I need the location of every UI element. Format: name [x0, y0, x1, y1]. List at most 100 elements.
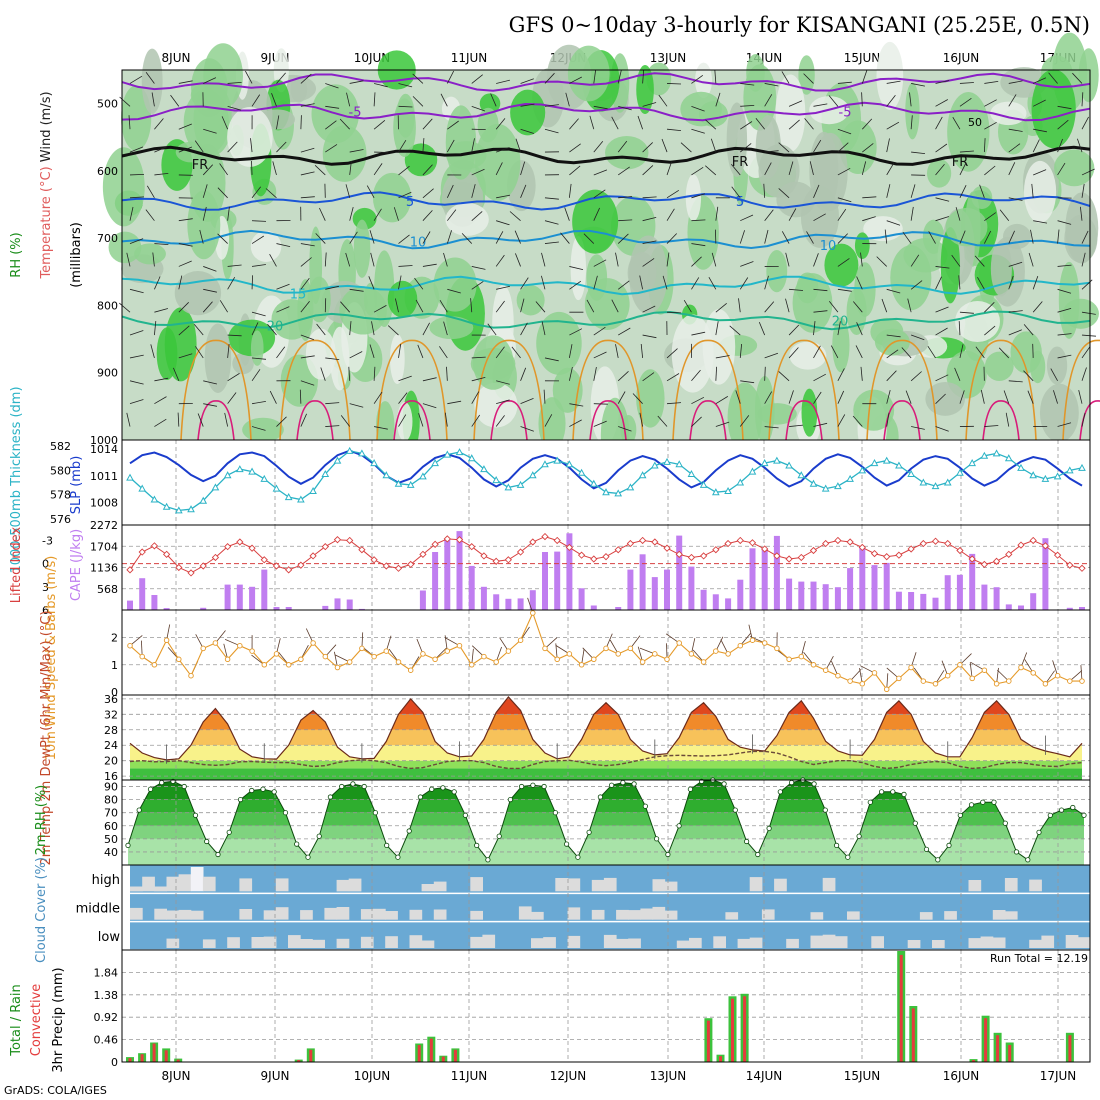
- rh-blob: [984, 351, 1014, 381]
- temp-tick: 32: [104, 708, 118, 721]
- wind-barb: [1057, 138, 1063, 153]
- rh-point: [676, 823, 682, 829]
- wind-barb: [154, 321, 157, 336]
- cape-bar: [261, 569, 268, 610]
- isotherm-30-loop: [785, 400, 823, 441]
- cloud-bar: [263, 936, 277, 948]
- isotherm-25-loop: [279, 339, 351, 441]
- wind-barb: [154, 308, 169, 313]
- wind-barb: [150, 344, 155, 359]
- lifted-index-point: [1029, 536, 1037, 545]
- wind-barb: [984, 230, 992, 244]
- thickness-point: [528, 471, 537, 479]
- wind-barb: [300, 73, 312, 84]
- wind-barb: [203, 77, 217, 84]
- wind-barb: [666, 189, 680, 199]
- rh-blob: [567, 45, 610, 102]
- rh-point: [575, 854, 581, 860]
- lifted-index-point: [1078, 564, 1086, 572]
- isotherm-label: 15: [290, 287, 307, 302]
- wind-barb: [1081, 230, 1089, 244]
- wind-speed-point: [1018, 664, 1024, 671]
- thickness-point: [577, 468, 586, 476]
- wind-barb: [1081, 116, 1089, 130]
- thickness-point: [211, 483, 220, 491]
- wind-barb: [935, 116, 943, 130]
- thickness-point: [492, 476, 500, 484]
- cape-bar: [798, 581, 805, 610]
- wind-barb: [1057, 119, 1069, 130]
- wind-barb: [495, 231, 504, 244]
- rh-axis-label: 2m RH (%): [34, 785, 49, 856]
- precip-conv-bar: [441, 1056, 445, 1062]
- cape-bar: [651, 577, 658, 610]
- wind-barb: [789, 424, 804, 427]
- cloud-bar: [227, 937, 240, 948]
- cape-bar: [627, 569, 634, 610]
- lifted-index-point: [394, 564, 403, 572]
- thickness-point: [370, 459, 378, 467]
- wind-barb: [666, 402, 682, 405]
- wind-barb: [495, 254, 505, 267]
- wind-barb: [910, 371, 922, 382]
- wind-barb: [666, 161, 672, 176]
- wind-barb: [813, 184, 820, 198]
- isotherm-label: 10: [820, 239, 837, 254]
- wind-barb: [708, 277, 717, 290]
- wind-barb: [414, 277, 424, 290]
- wind-barb: [739, 343, 742, 358]
- wind-barb: [691, 416, 702, 427]
- cape-bar: [688, 566, 695, 610]
- rh-blob: [945, 207, 988, 247]
- wind-barb: [764, 150, 779, 153]
- wind-barb: [154, 276, 161, 290]
- wind-barb: [339, 118, 350, 130]
- thickness-point: [455, 448, 464, 456]
- wind-barb: [199, 229, 204, 244]
- wind-barb: [935, 276, 942, 290]
- wind-barb: [911, 426, 925, 430]
- wind-barb: [412, 96, 424, 107]
- wind-speed-point: [298, 656, 304, 663]
- wind-barb: [422, 210, 433, 221]
- wind-barb: [1008, 261, 1023, 267]
- wind-barb: [129, 399, 144, 405]
- rh-blob: [290, 75, 308, 103]
- wind-speed-point: [444, 648, 451, 654]
- wind-barb: [314, 165, 326, 176]
- wind-barb: [764, 83, 779, 87]
- wind-barb: [349, 403, 364, 408]
- cape-bar: [712, 594, 719, 610]
- cloud-bar: [543, 937, 556, 948]
- cloud-bar: [968, 880, 982, 892]
- cape-bar: [737, 579, 744, 610]
- rh-point: [159, 779, 165, 786]
- wind-barb: [856, 322, 863, 336]
- cloud-bar: [1029, 939, 1042, 948]
- isotherm-30-loop: [296, 400, 334, 441]
- precip-conv-bar: [719, 1056, 722, 1062]
- thickness-point: [748, 467, 757, 475]
- rh-point: [968, 802, 975, 808]
- rh-point: [440, 785, 446, 791]
- run-total: Run Total = 12.19: [990, 952, 1088, 965]
- cloud-bar: [567, 878, 581, 892]
- thickness-point: [797, 471, 806, 479]
- wind-barb: [1008, 230, 1015, 244]
- wind-barb: [1008, 128, 1023, 132]
- lifted-index-point: [309, 552, 317, 560]
- wind-barb: [642, 165, 654, 176]
- wind-barb: [374, 426, 388, 430]
- cloud-bar: [336, 907, 350, 920]
- wind-barb: [544, 414, 553, 427]
- rh-blob: [854, 232, 870, 259]
- rh-blob: [757, 403, 797, 425]
- rh-blob: [726, 102, 748, 177]
- rh-tick: 90: [104, 781, 118, 794]
- cape-bar: [554, 551, 561, 610]
- wind-speed-point: [346, 659, 353, 665]
- wind-barb: [251, 94, 261, 107]
- wind-barb: [691, 105, 705, 112]
- wind-barb: [691, 369, 701, 382]
- precip-conv-bar: [1008, 1045, 1012, 1062]
